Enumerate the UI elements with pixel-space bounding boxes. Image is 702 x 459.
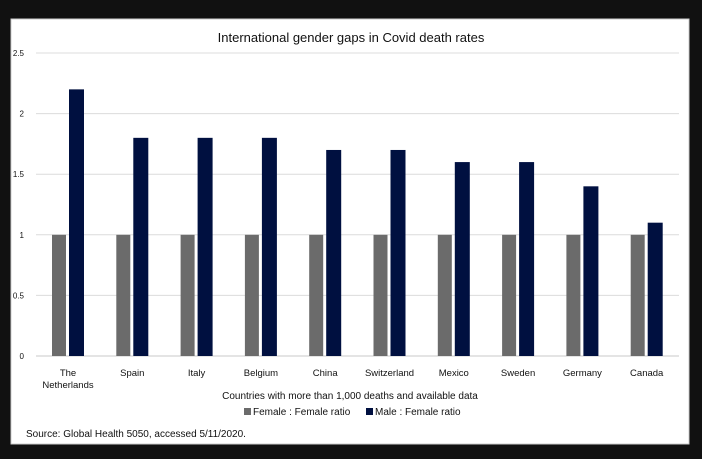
x-tick-label: The bbox=[60, 368, 76, 379]
x-tick-label: Netherlands bbox=[42, 380, 93, 391]
female-bar bbox=[373, 234, 388, 356]
x-tick-label: China bbox=[313, 368, 339, 379]
x-tick-label: Germany bbox=[563, 368, 602, 379]
chart-background bbox=[10, 18, 690, 445]
legend: Female : Female ratio Male : Female ratio bbox=[244, 407, 461, 418]
male-bar bbox=[390, 149, 406, 356]
female-bar bbox=[244, 234, 259, 356]
x-tick-label: Switzerland bbox=[365, 368, 414, 379]
male-bar bbox=[326, 149, 342, 356]
x-tick-label: Sweden bbox=[501, 368, 535, 379]
source-note: Source: Global Health 5050, accessed 5/1… bbox=[26, 429, 246, 440]
x-tick-label: Mexico bbox=[439, 368, 469, 379]
x-tick-label: Spain bbox=[120, 368, 144, 379]
y-tick-label: 2.5 bbox=[13, 49, 25, 58]
chart-title: International gender gaps in Covid death… bbox=[218, 30, 485, 45]
y-tick-label: 1 bbox=[20, 231, 25, 240]
female-bar bbox=[180, 234, 195, 356]
female-bar bbox=[566, 234, 581, 356]
male-bar bbox=[647, 222, 663, 356]
female-bar bbox=[116, 234, 131, 356]
male-bar bbox=[261, 137, 277, 356]
male-bar bbox=[133, 137, 149, 356]
y-tick-label: 2 bbox=[20, 110, 25, 119]
x-axis-label: Countries with more than 1,000 deaths an… bbox=[222, 391, 478, 402]
legend-label: Male : Female ratio bbox=[375, 407, 461, 418]
x-tick-label: Canada bbox=[630, 368, 664, 379]
y-tick-label: 0.5 bbox=[13, 291, 25, 300]
female-bar bbox=[309, 234, 324, 356]
legend-swatch bbox=[366, 408, 373, 415]
female-bar bbox=[437, 234, 452, 356]
male-bar bbox=[69, 89, 84, 357]
x-tick-label: Belgium bbox=[244, 368, 278, 379]
x-tick-label: Italy bbox=[188, 368, 206, 379]
male-bar bbox=[583, 186, 599, 356]
legend-label: Female : Female ratio bbox=[253, 407, 351, 418]
male-bar bbox=[519, 162, 535, 356]
male-bar bbox=[197, 137, 213, 356]
y-tick-label: 1.5 bbox=[13, 170, 25, 179]
female-bar bbox=[502, 234, 517, 356]
female-bar bbox=[52, 234, 66, 356]
y-tick-label: 0 bbox=[20, 352, 25, 361]
legend-swatch bbox=[244, 408, 251, 415]
male-bar bbox=[454, 162, 470, 356]
female-bar bbox=[630, 234, 645, 356]
